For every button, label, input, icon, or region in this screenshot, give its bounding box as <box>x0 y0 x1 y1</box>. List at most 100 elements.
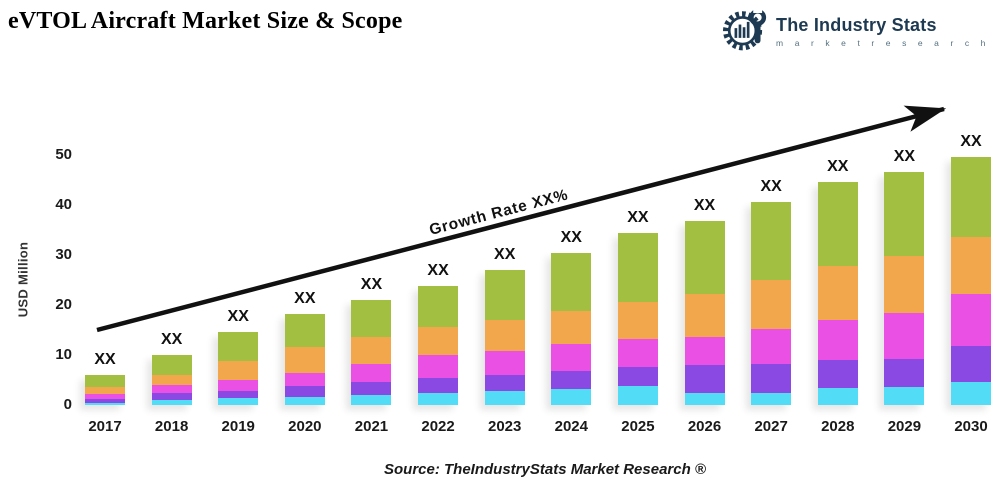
segment-purple <box>951 345 991 382</box>
bar-2021 <box>351 300 392 405</box>
x-tick-2025: 2025 <box>621 418 655 435</box>
segment-orange <box>218 360 259 380</box>
x-tick-2026: 2026 <box>687 418 722 435</box>
segment-cyan <box>551 389 592 405</box>
segment-orange <box>751 280 792 329</box>
bar-2020 <box>284 313 325 405</box>
segment-orange <box>684 294 725 337</box>
y-tick-50: 50 <box>55 146 72 163</box>
bar-2023 <box>484 270 525 405</box>
segment-magenta <box>684 337 725 365</box>
page-title: eVTOL Aircraft Market Size & Scope <box>8 8 403 34</box>
segment-green <box>351 300 392 337</box>
segment-magenta <box>617 338 658 367</box>
segment-orange <box>151 374 192 385</box>
bar-2018 <box>151 354 192 405</box>
segment-green <box>85 375 125 387</box>
x-tick-2028: 2028 <box>821 418 855 435</box>
y-tick-10: 10 <box>55 346 72 363</box>
segment-green <box>151 354 192 375</box>
segment-cyan <box>484 391 525 405</box>
segment-magenta <box>218 379 259 391</box>
segment-orange <box>351 337 392 364</box>
gear-wrench-barchart-icon <box>723 5 771 57</box>
segment-green <box>684 220 725 294</box>
bar-value-label-2017: XX <box>94 351 116 368</box>
segment-magenta <box>85 394 125 399</box>
bar-value-label-2022: XX <box>427 262 449 279</box>
segment-cyan <box>951 381 991 405</box>
segment-cyan <box>284 396 325 405</box>
segment-orange <box>884 255 925 313</box>
x-tick-2023: 2023 <box>488 418 522 435</box>
bar-value-label-2020: XX <box>294 289 316 307</box>
x-tick-2022: 2022 <box>421 418 455 435</box>
bar-2026 <box>684 220 725 405</box>
y-tick-30: 30 <box>55 246 72 263</box>
segment-cyan <box>418 393 459 405</box>
segment-cyan <box>751 392 792 405</box>
segment-green <box>484 270 525 320</box>
segment-orange <box>951 236 991 294</box>
bar-2019 <box>218 331 259 405</box>
segment-purple <box>617 367 658 386</box>
segment-magenta <box>551 343 592 371</box>
segment-cyan <box>85 402 125 405</box>
segment-green <box>751 201 792 280</box>
bar-value-label-2030: XX <box>960 133 982 150</box>
segment-green <box>817 182 858 266</box>
segment-magenta <box>351 363 392 382</box>
segment-orange <box>418 327 459 355</box>
segment-purple <box>85 399 125 403</box>
segment-magenta <box>484 350 525 375</box>
segment-green <box>218 331 259 361</box>
bar-value-label-2019: XX <box>227 307 249 325</box>
industry-stats-logo: The Industry Stats m a r k e t r e s e a… <box>723 5 990 57</box>
segment-orange <box>85 386 125 394</box>
bar-value-label-2026: XX <box>693 196 716 214</box>
segment-green <box>551 253 592 311</box>
bar-value-label-2025: XX <box>627 208 649 226</box>
segment-green <box>284 313 325 347</box>
x-tick-2019: 2019 <box>221 418 255 435</box>
segment-purple <box>884 358 925 387</box>
bar-2024 <box>551 253 592 405</box>
x-tick-2017: 2017 <box>88 418 122 435</box>
segment-purple <box>351 382 392 395</box>
bar-value-label-2018: XX <box>160 330 183 348</box>
y-tick-40: 40 <box>55 196 72 213</box>
segment-magenta <box>951 293 991 346</box>
bar-2029 <box>884 172 925 405</box>
source-attribution: Source: TheIndustryStats Market Research… <box>384 461 706 478</box>
segment-cyan <box>218 398 259 405</box>
bar-value-label-2021: XX <box>360 276 383 293</box>
segment-purple <box>484 375 525 391</box>
bar-2025 <box>617 232 658 405</box>
segment-purple <box>418 378 459 393</box>
x-tick-2024: 2024 <box>554 418 588 435</box>
bar-value-label-2029: XX <box>893 148 916 165</box>
bar-2017 <box>85 375 125 405</box>
segment-orange <box>617 301 658 339</box>
x-tick-2020: 2020 <box>288 418 322 435</box>
segment-magenta <box>751 329 792 364</box>
bar-value-label-2023: XX <box>494 246 516 263</box>
segment-magenta <box>884 312 925 359</box>
x-tick-2018: 2018 <box>154 418 189 435</box>
x-tick-2030: 2030 <box>954 418 988 435</box>
segment-orange <box>551 310 592 344</box>
bar-value-label-2028: XX <box>827 158 849 175</box>
segment-orange <box>484 319 525 351</box>
logo-subtitle: m a r k e t r e s e a r c h <box>776 38 990 48</box>
logo-text: The Industry Stats m a r k e t r e s e a… <box>776 15 990 48</box>
x-tick-2029: 2029 <box>887 418 922 435</box>
segment-cyan <box>351 395 392 405</box>
segment-magenta <box>817 319 858 360</box>
x-tick-2021: 2021 <box>354 418 389 435</box>
segment-green <box>617 232 658 302</box>
segment-green <box>951 157 991 237</box>
y-axis-title: USD Million <box>15 241 31 318</box>
segment-green <box>884 172 925 256</box>
bar-2022 <box>418 286 459 405</box>
